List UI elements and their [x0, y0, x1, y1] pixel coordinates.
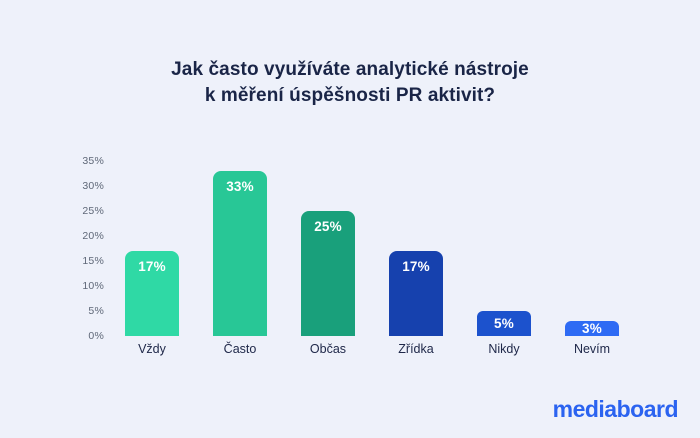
bar-nikdy: 5% [477, 311, 531, 336]
x-category-label: Nikdy [488, 342, 520, 356]
bar-vždy: 17% [125, 251, 179, 336]
x-category-label: Občas [309, 342, 347, 356]
y-tick-label: 0% [88, 330, 104, 342]
x-category-label: Často [223, 342, 257, 356]
y-tick-label: 30% [82, 180, 104, 192]
y-tick-label: 5% [88, 305, 104, 317]
y-tick-label: 15% [82, 255, 104, 267]
x-category-label: Vždy [138, 342, 166, 356]
x-category-label: Zřídka [398, 342, 434, 356]
chart-title-line-2: k měření úspěšnosti PR aktivit? [204, 85, 496, 106]
bar-value-label: 3% [582, 321, 602, 336]
bar-value-label: 17% [402, 259, 430, 274]
bar-value-label: 17% [138, 259, 166, 274]
y-tick-label: 10% [82, 280, 104, 292]
bar-value-label: 25% [314, 219, 342, 234]
y-tick-label: 35% [82, 155, 104, 167]
y-tick-label: 20% [82, 230, 104, 242]
bar-občas: 25% [301, 211, 355, 336]
chart-title: Jak často využíváte analytické nástroje … [0, 57, 700, 109]
mediaboard-logo: mediaboard [552, 396, 679, 422]
bar-zřídka: 17% [389, 251, 443, 336]
bar-často: 33% [213, 171, 267, 336]
bar-value-label: 5% [494, 316, 514, 331]
y-tick-label: 25% [82, 205, 104, 217]
x-category-label: Nevím [573, 342, 611, 356]
bar-nevím: 3% [565, 321, 619, 336]
bar-value-label: 33% [226, 179, 254, 194]
chart-title-line-1: Jak často využíváte analytické nástroje [171, 59, 529, 80]
